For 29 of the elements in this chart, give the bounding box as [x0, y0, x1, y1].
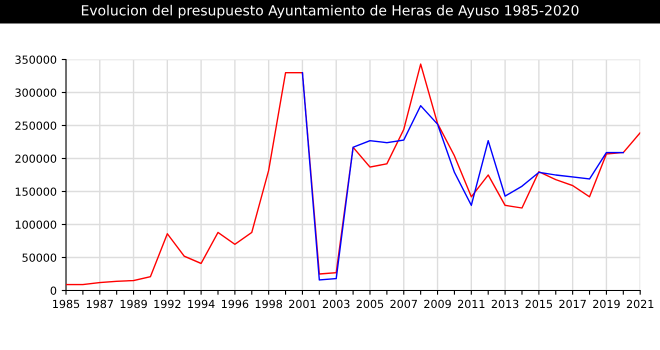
x-tick-label: 1992	[154, 300, 180, 308]
y-tick-label: 50000	[22, 253, 56, 262]
x-tick-label: 2009	[424, 300, 451, 308]
x-tick-label: 2005	[356, 300, 384, 308]
x-tick-label: 1996	[222, 300, 248, 308]
x-tick-label: 2015	[526, 300, 552, 308]
x-tick-label: 2001	[289, 300, 316, 308]
y-tick-label: 350000	[15, 55, 56, 64]
line-series	[66, 63, 640, 286]
line-series	[302, 72, 624, 281]
x-tick-label: 2019	[593, 300, 620, 308]
x-tick-label: 2013	[492, 300, 518, 308]
y-tick-label: 300000	[15, 88, 56, 97]
x-tick-label: 1985	[53, 300, 80, 308]
y-tick-label: 200000	[15, 154, 56, 163]
x-tick-label: 1994	[188, 300, 215, 308]
x-tick-label: 1998	[256, 300, 282, 308]
x-tick-label: 2017	[559, 300, 586, 308]
x-tick-label: 2007	[390, 300, 417, 308]
y-tick-label: 100000	[16, 220, 56, 229]
x-tick-label: 1987	[86, 300, 113, 308]
chart-title: Evolucion del presupuesto Ayuntamiento de Heras de Ayuso 1985-2020	[82, 4, 578, 18]
x-tick-label: 2011	[458, 300, 484, 308]
y-tick-label: 150000	[16, 187, 56, 196]
y-tick-label: 0	[50, 286, 56, 295]
x-tick-label: 2003	[322, 300, 350, 308]
x-tick-label: 1989	[120, 300, 147, 308]
x-tick-label: 2021	[626, 300, 654, 308]
y-tick-label: 250000	[15, 121, 56, 130]
